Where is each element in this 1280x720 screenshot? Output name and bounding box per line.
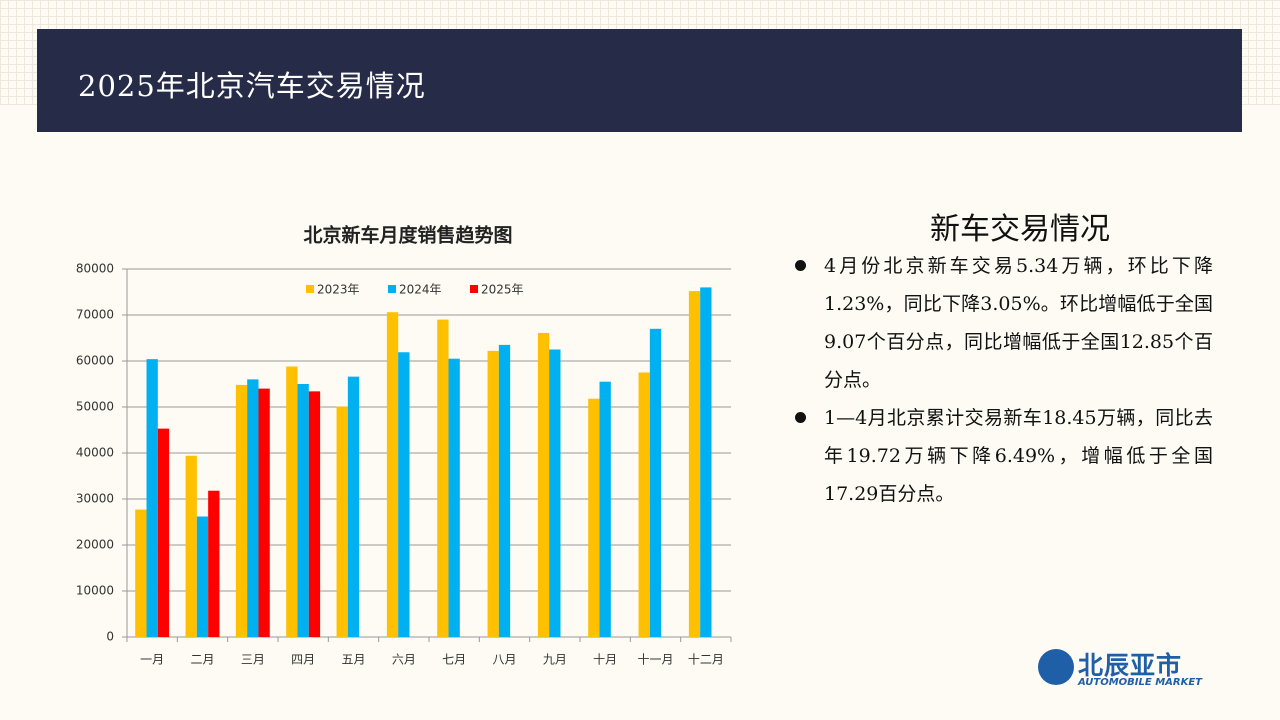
x-tick-label: 六月	[392, 653, 416, 667]
bar	[487, 350, 499, 637]
bar	[286, 366, 298, 637]
bar	[549, 349, 561, 637]
logo-icon	[1038, 649, 1074, 685]
header-title: 2025年北京汽车交易情况	[78, 69, 426, 103]
y-tick-label: 10000	[76, 584, 114, 598]
y-tick-label: 0	[106, 630, 114, 644]
chart-title: 北京新车月度销售趋势图	[303, 224, 512, 247]
x-tick-label: 十一月	[637, 653, 673, 667]
header: 2025年北京汽车交易情况	[37, 29, 1242, 132]
bar	[347, 376, 360, 637]
y-tick-label: 60000	[76, 354, 114, 368]
bar	[297, 384, 309, 637]
bar	[638, 372, 650, 637]
bullet: 1—4月北京累计交易新车18.45万辆，同比去年19.72万辆下降6.49%，增…	[795, 399, 1213, 513]
bar	[157, 428, 170, 637]
legend-swatch	[470, 285, 478, 293]
bullet-list: 4月份北京新车交易5.34万辆，环比下降1.23%，同比下降3.05%。环比增幅…	[795, 247, 1213, 513]
y-tick-label: 40000	[76, 446, 114, 460]
bar	[437, 319, 449, 637]
chart: 北京新车月度销售趋势图 0 10000 20000 30000 40000 50000 60…	[76, 224, 732, 667]
y-tick-label: 20000	[76, 538, 114, 552]
bar	[649, 328, 662, 637]
y-tick-label: 50000	[76, 400, 114, 414]
logo-name: 北辰亚市	[1078, 651, 1183, 680]
bar	[448, 358, 460, 637]
x-tick-label: 四月	[291, 653, 315, 667]
x-tick-label: 一月	[140, 653, 164, 667]
x-tick-label: 十月	[593, 653, 617, 667]
x-tick-label: 三月	[241, 653, 265, 667]
bar	[208, 490, 220, 637]
x-tick-label: 十二月	[688, 653, 724, 667]
bar	[688, 291, 701, 637]
bar	[498, 344, 511, 637]
logo: 北辰亚市 AUTOMOBILE MARKET	[1038, 646, 1213, 692]
bar	[700, 287, 712, 637]
y-tick-label: 70000	[76, 308, 114, 322]
bar	[258, 388, 270, 637]
legend-swatch	[306, 285, 314, 293]
legend-swatch	[388, 285, 396, 293]
bullet: 4月份北京新车交易5.34万辆，环比下降1.23%，同比下降3.05%。环比增幅…	[795, 247, 1213, 399]
y-tick-label: 30000	[76, 492, 114, 506]
x-tick-label: 五月	[341, 653, 365, 667]
x-tick-label: 八月	[492, 653, 516, 667]
bar	[185, 455, 197, 637]
y-tick-label: 80000	[76, 262, 114, 276]
logo-subtitle: AUTOMOBILE MARKET	[1078, 677, 1203, 688]
bar	[247, 379, 259, 637]
bar	[196, 516, 209, 637]
x-tick-label: 七月	[442, 653, 466, 667]
bar	[308, 391, 321, 637]
panel-title: 新车交易情况	[930, 212, 1110, 247]
legend-label: 2023年	[317, 283, 360, 297]
legend-label: 2024年	[399, 283, 442, 297]
bar	[599, 381, 611, 637]
bar	[588, 398, 600, 637]
bar	[336, 406, 348, 637]
x-tick-label: 九月	[543, 653, 567, 667]
bar	[398, 352, 410, 637]
bar	[537, 332, 550, 637]
x-tick-label: 二月	[190, 653, 214, 667]
bar	[235, 384, 248, 637]
bar	[386, 312, 399, 637]
bar	[146, 359, 158, 637]
bar	[135, 509, 147, 637]
legend-label: 2025年	[481, 283, 524, 297]
